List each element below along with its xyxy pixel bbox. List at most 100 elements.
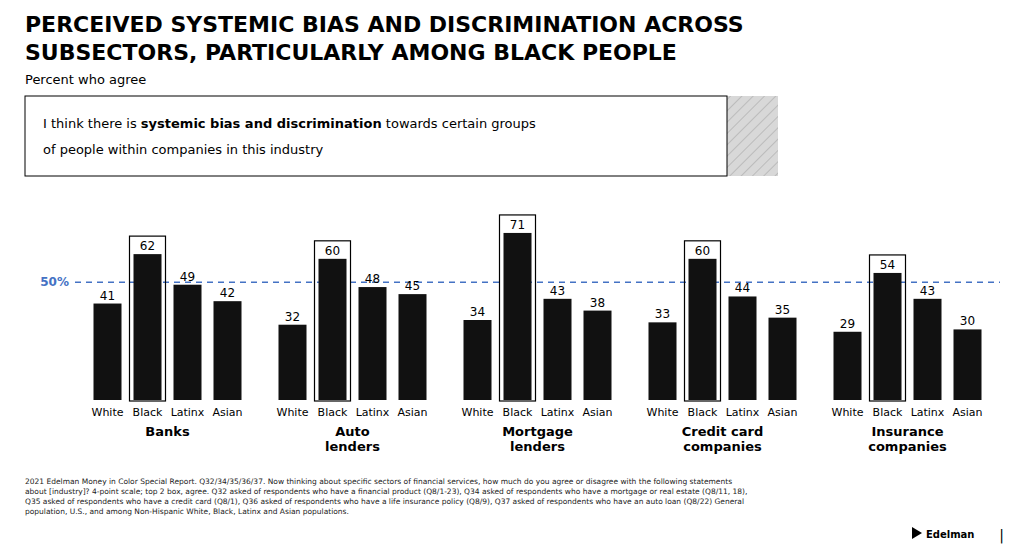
- group-label: Latinx: [171, 406, 205, 419]
- category-label-line: companies: [683, 439, 762, 454]
- group-label: Black: [873, 406, 903, 419]
- quote-text: of people within companies in this indus…: [43, 142, 324, 157]
- category-label-line: Insurance: [871, 424, 943, 439]
- bar: [464, 320, 492, 400]
- bar: [729, 296, 757, 400]
- group-label: Latinx: [911, 406, 945, 419]
- group-label: Latinx: [356, 406, 390, 419]
- data-label: 38: [590, 296, 605, 310]
- data-label: 43: [550, 284, 565, 298]
- bar: [689, 259, 717, 400]
- data-label: 71: [510, 218, 525, 232]
- quote-text: I think there is systemic bias and discr…: [43, 116, 536, 131]
- plot-area: [75, 233, 1000, 400]
- separator: |: [999, 527, 1004, 544]
- bar: [649, 322, 677, 400]
- footnote-line: population, U.S., and among Non-Hispanic…: [25, 507, 349, 516]
- data-label: 41: [100, 289, 115, 303]
- bar: [914, 299, 942, 400]
- category-label: Insurancecompanies: [868, 424, 947, 454]
- reference-label: 50%: [40, 275, 69, 289]
- category-label-line: Auto: [335, 424, 370, 439]
- group-label: Asian: [582, 406, 612, 419]
- quote-part: towards certain groups: [382, 116, 536, 131]
- highlight-box: [870, 255, 906, 401]
- bar: [954, 329, 982, 400]
- data-label: 35: [775, 303, 790, 317]
- category-label-line: lenders: [325, 439, 380, 454]
- logo-text: Edelman: [926, 529, 975, 540]
- group-label: Asian: [767, 406, 797, 419]
- highlight-box: [130, 236, 166, 401]
- group-label: Asian: [397, 406, 427, 419]
- group-label: Asian: [952, 406, 982, 419]
- quote-strip: [727, 96, 778, 176]
- group-label: White: [832, 406, 864, 419]
- data-label: 33: [655, 307, 670, 321]
- quote-part: systemic bias and discrimination: [141, 116, 382, 131]
- footnote-line: 2021 Edelman Money in Color Special Repo…: [25, 477, 732, 486]
- bar: [359, 287, 387, 400]
- category-label-line: companies: [868, 439, 947, 454]
- quote-part: of people within companies in this indus…: [43, 142, 324, 157]
- bar: [214, 301, 242, 400]
- data-label: 62: [140, 239, 155, 253]
- reference-line: [75, 282, 1000, 284]
- highlight-box: [500, 215, 536, 401]
- bar: [504, 233, 532, 400]
- logo-mark: [912, 527, 922, 539]
- group-label: White: [462, 406, 494, 419]
- group-label: Latinx: [726, 406, 760, 419]
- bar: [134, 254, 162, 400]
- title: PERCEIVED SYSTEMIC BIAS AND DISCRIMINATI…: [25, 12, 744, 65]
- category-label-line: Credit card: [682, 424, 763, 439]
- group-label: Latinx: [541, 406, 575, 419]
- group-label: Asian: [212, 406, 242, 419]
- highlight-box: [315, 241, 351, 401]
- category-label: Mortgagelenders: [502, 424, 573, 454]
- bar: [544, 299, 572, 400]
- bar: [584, 311, 612, 400]
- page: {"chart_data": { "type": "bar", "title":…: [0, 0, 1024, 551]
- category-label: Autolenders: [325, 424, 380, 454]
- group-label: White: [647, 406, 679, 419]
- title-line: SUBSECTORS, PARTICULARLY AMONG BLACK PEO…: [25, 40, 677, 65]
- title-line: PERCEIVED SYSTEMIC BIAS AND DISCRIMINATI…: [25, 12, 744, 37]
- data-label: 32: [285, 310, 300, 324]
- quote-part: I think there is: [43, 116, 141, 131]
- bar: [834, 332, 862, 400]
- group-label: White: [92, 406, 124, 419]
- bar: [319, 259, 347, 400]
- category-label-line: lenders: [510, 439, 565, 454]
- labels: 41 White 62 Black 49 Latinx 42 Asian Banks 32 Whit…: [92, 218, 983, 454]
- bar: [174, 285, 202, 400]
- bar: [769, 318, 797, 400]
- group-label: Black: [503, 406, 533, 419]
- category-label: Banks: [145, 424, 190, 439]
- data-label: 60: [325, 244, 340, 258]
- bar: [279, 325, 307, 400]
- bar: [874, 273, 902, 400]
- group-label: Black: [318, 406, 348, 419]
- group-label: White: [277, 406, 309, 419]
- data-label: 29: [840, 317, 855, 331]
- data-label: 34: [470, 305, 485, 319]
- data-label: 44: [735, 281, 750, 295]
- data-label: 60: [695, 244, 710, 258]
- bar: [94, 304, 122, 400]
- data-label: 54: [880, 258, 895, 272]
- subtitle: Percent who agree: [25, 72, 146, 87]
- data-label: 49: [180, 270, 195, 284]
- bar: [399, 294, 427, 400]
- chart: PERCEIVED SYSTEMIC BIAS AND DISCRIMINATI…: [0, 0, 1024, 551]
- quote-box: [25, 96, 727, 176]
- group-label: Black: [688, 406, 718, 419]
- data-label: 45: [405, 279, 420, 293]
- data-label: 48: [365, 272, 380, 286]
- footnote-line: Q35 asked of respondents who have a cred…: [25, 497, 744, 506]
- category-label-line: Mortgage: [502, 424, 573, 439]
- data-label: 42: [220, 286, 235, 300]
- category-label: Credit cardcompanies: [682, 424, 763, 454]
- data-label: 30: [960, 314, 975, 328]
- data-label: 43: [920, 284, 935, 298]
